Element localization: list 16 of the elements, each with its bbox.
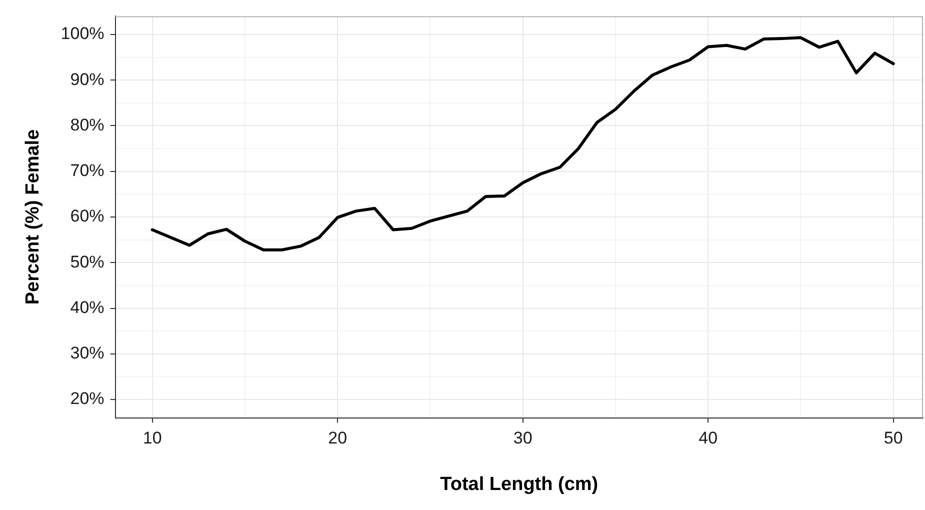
x-tick-label: 30 — [513, 428, 532, 448]
y-tick-label: 100% — [60, 24, 104, 44]
y-tick-label: 90% — [70, 70, 104, 89]
x-tick-label: 40 — [698, 428, 718, 448]
x-tick-label: 10 — [142, 428, 162, 448]
y-tick-label: 80% — [70, 115, 104, 134]
y-tick-label: 70% — [70, 161, 104, 180]
x-tick-label: 20 — [328, 428, 348, 448]
y-tick-label: 50% — [70, 252, 104, 272]
y-axis-title: Percent (%) Female — [22, 129, 44, 305]
x-axis-title: Total Length (cm) — [440, 474, 598, 495]
x-tick-label: 50 — [884, 428, 903, 448]
y-tick-label: 60% — [70, 206, 104, 226]
y-tick-label: 20% — [70, 389, 104, 408]
y-tick-label: 30% — [70, 344, 104, 363]
y-tick-label: 40% — [70, 298, 104, 317]
